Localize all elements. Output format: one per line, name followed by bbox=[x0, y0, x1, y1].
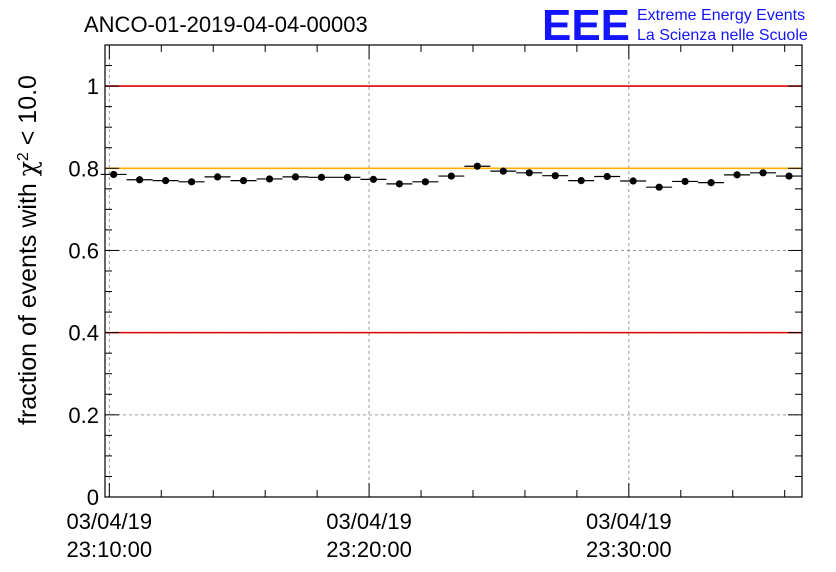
grid-layer bbox=[105, 45, 802, 497]
x-tick-date-label: 03/04/19 bbox=[326, 509, 412, 534]
data-point bbox=[551, 172, 559, 180]
y-tick-label: 0.2 bbox=[68, 403, 99, 428]
logo-line-1: Extreme Energy Events bbox=[637, 7, 805, 24]
data-point bbox=[499, 167, 507, 175]
y-tick-label: 0.6 bbox=[68, 238, 99, 263]
logo-line-2: La Scienza nelle Scuole bbox=[637, 27, 808, 44]
data-point bbox=[473, 162, 481, 170]
logo-mark: EEE bbox=[542, 1, 630, 50]
data-point bbox=[759, 169, 767, 177]
y-tick-label: 0.8 bbox=[68, 156, 99, 181]
data-point bbox=[187, 178, 196, 186]
data-point bbox=[162, 177, 170, 185]
data-point bbox=[317, 173, 326, 181]
plot-frame bbox=[104, 44, 803, 498]
x-tick-time-label: 23:20:00 bbox=[326, 537, 412, 562]
y-axis-label-superscript: 2 bbox=[15, 152, 32, 161]
y-tick-label: 1 bbox=[87, 74, 99, 99]
data-point bbox=[239, 177, 248, 185]
data-point bbox=[681, 177, 689, 186]
y-tick-label: 0 bbox=[87, 485, 99, 510]
data-point bbox=[785, 172, 793, 180]
x-tick-time-label: 23:10:00 bbox=[67, 537, 153, 562]
data-point bbox=[213, 173, 222, 181]
data-point bbox=[577, 177, 585, 185]
data-point bbox=[629, 177, 637, 185]
data-point bbox=[343, 173, 352, 181]
data-point bbox=[447, 172, 455, 180]
data-point bbox=[655, 183, 663, 191]
x-tick-date-label: 03/04/19 bbox=[586, 509, 672, 534]
data-point bbox=[291, 173, 300, 181]
x-tick-date-label: 03/04/19 bbox=[67, 509, 153, 534]
data-point bbox=[265, 175, 274, 183]
data-point bbox=[395, 180, 403, 188]
data-point bbox=[525, 169, 533, 177]
data-point bbox=[369, 175, 378, 183]
chart-title: ANCO-01-2019-04-04-00003 bbox=[84, 12, 368, 37]
y-axis-label-symbol: χ bbox=[13, 161, 42, 176]
y-tick-label: 0.4 bbox=[68, 321, 99, 346]
reference-lines bbox=[105, 85, 802, 334]
axes: 0 0.2 0.4 0.6 0.8 1 03/04/19 23:10:00 03/04/19 23… bbox=[67, 44, 803, 562]
data-point bbox=[421, 178, 429, 186]
data-points bbox=[100, 162, 802, 191]
y-axis-label-prefix: fraction of events with bbox=[14, 176, 42, 425]
data-point bbox=[136, 176, 144, 184]
data-point bbox=[603, 172, 611, 181]
data-point bbox=[733, 171, 741, 179]
data-point bbox=[110, 170, 118, 179]
x-tick-time-label: 23:30:00 bbox=[586, 537, 672, 562]
y-axis-label-suffix: < 10.0 bbox=[14, 75, 42, 152]
eee-logo: EEE Extreme Energy Events La Scienza nel… bbox=[542, 1, 808, 50]
y-axis-label: fraction of events with χ2 < 10.0 bbox=[13, 75, 42, 425]
data-point bbox=[707, 179, 715, 187]
